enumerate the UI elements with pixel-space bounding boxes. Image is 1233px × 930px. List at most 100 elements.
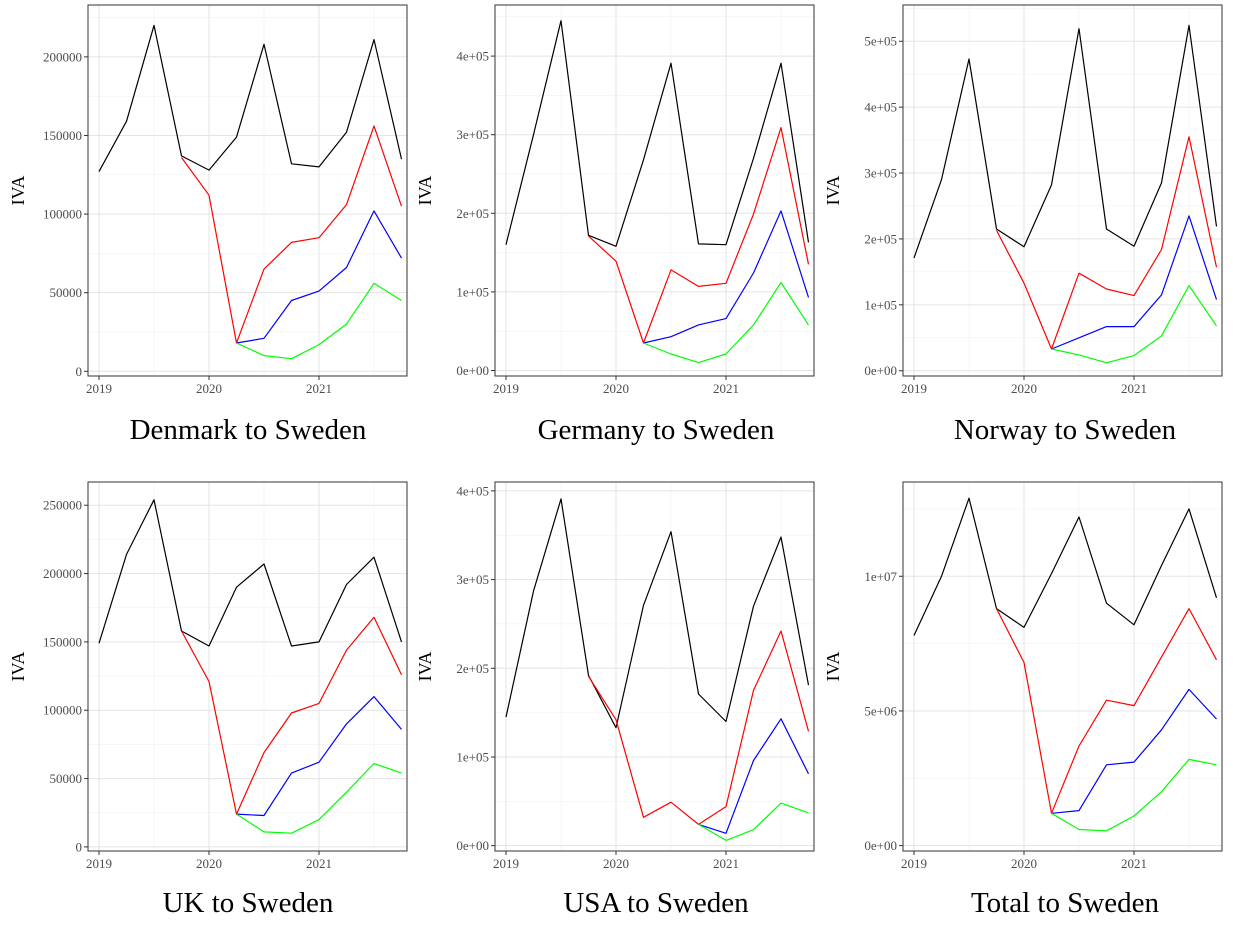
y-tick-label: 200000 xyxy=(43,49,82,64)
series-line-total-2 xyxy=(1051,688,1217,814)
series-line-uk-0 xyxy=(98,499,403,647)
series-line-norway-2 xyxy=(1051,215,1218,350)
panel-title-norway: Norway to Sweden xyxy=(953,414,1177,446)
panel-border-denmark xyxy=(87,4,408,377)
y-tick-label: 2e+05 xyxy=(456,206,489,221)
x-tick-label: 2020 xyxy=(196,856,222,871)
panel-border-usa xyxy=(494,481,815,852)
y-tick-label: 50000 xyxy=(50,771,83,786)
panel-usa: 0e+00 1e+05 2e+05 3e+05 4e+05 2019 2020 2021 IVA xyxy=(415,481,815,871)
y-tick-label: 4e+05 xyxy=(456,483,489,498)
panel-title-denmark: Denmark to Sweden xyxy=(129,414,367,446)
plot-area-total xyxy=(903,482,1222,851)
series-line-germany-0 xyxy=(505,20,810,247)
series-line-germany-1 xyxy=(588,126,810,344)
y-tick-label: 0e+00 xyxy=(864,838,897,853)
y-tick-label: 50000 xyxy=(50,285,83,300)
series-line-denmark-3 xyxy=(236,282,402,360)
panel-title-total: Total to Sweden xyxy=(970,887,1160,919)
plot-area-norway xyxy=(903,5,1222,376)
x-tick-label: 2019 xyxy=(901,856,927,871)
series-line-total-0 xyxy=(913,497,1218,636)
panel-title-uk: UK to Sweden xyxy=(162,887,334,919)
x-tick-label: 2019 xyxy=(86,381,112,396)
y-tick-label: 150000 xyxy=(43,634,82,649)
y-tick-label: 3e+05 xyxy=(456,572,489,587)
y-tick-label: 100000 xyxy=(43,207,82,222)
panel-germany: 0e+00 1e+05 2e+05 3e+05 4e+05 2019 2020 2021 IVA xyxy=(415,4,815,396)
series-line-usa-2 xyxy=(698,718,810,834)
series-line-germany-3 xyxy=(643,281,810,364)
panel-border-total xyxy=(902,481,1223,852)
y-axis-label-usa: IVA xyxy=(415,652,435,682)
y-tick-label: 1e+05 xyxy=(456,284,489,299)
x-tick-label: 2020 xyxy=(1011,381,1037,396)
series-line-uk-2 xyxy=(236,695,402,817)
panel-uk: 0 50000 100000 150000 200000 250000 2019 2020 20… xyxy=(8,481,408,871)
series-line-denmark-1 xyxy=(181,125,403,344)
series-line-denmark-0 xyxy=(98,24,403,172)
y-tick-label: 250000 xyxy=(43,498,82,513)
panel-title-germany: Germany to Sweden xyxy=(537,414,775,446)
panel-denmark: 0 50000 100000 150000 200000 2019 2020 2021 IVA xyxy=(8,4,408,396)
y-axis-label-germany: IVA xyxy=(415,176,435,206)
panel-norway: 0e+00 1e+05 2e+05 3e+05 4e+05 5e+05 2019 2020 20… xyxy=(823,4,1223,396)
x-tick-label: 2021 xyxy=(306,856,332,871)
y-tick-label: 2e+05 xyxy=(456,661,489,676)
plot-area-germany xyxy=(495,5,814,376)
x-tick-label: 2020 xyxy=(196,381,222,396)
plot-area-uk xyxy=(88,482,407,851)
x-tick-label: 2021 xyxy=(1121,856,1147,871)
panel-title-usa: USA to Sweden xyxy=(563,887,749,919)
x-tick-label: 2020 xyxy=(1011,856,1037,871)
x-tick-label: 2021 xyxy=(306,381,332,396)
y-axis-label-total: IVA xyxy=(823,652,843,682)
y-tick-label: 0 xyxy=(76,839,83,854)
x-tick-label: 2019 xyxy=(493,381,519,396)
series-line-total-1 xyxy=(995,607,1218,814)
y-tick-label: 100000 xyxy=(43,703,82,718)
series-line-norway-1 xyxy=(995,136,1218,350)
series-line-usa-3 xyxy=(698,802,809,842)
x-tick-label: 2021 xyxy=(1121,381,1147,396)
x-tick-label: 2021 xyxy=(713,381,739,396)
y-tick-label: 0e+00 xyxy=(456,363,489,378)
y-tick-label: 0e+00 xyxy=(456,838,489,853)
y-tick-label: 3e+05 xyxy=(456,127,489,142)
y-tick-label: 1e+05 xyxy=(456,749,489,764)
series-line-norway-0 xyxy=(913,24,1218,259)
y-tick-label: 4e+05 xyxy=(456,49,489,64)
y-axis-label-denmark: IVA xyxy=(8,176,28,206)
series-line-uk-3 xyxy=(236,762,402,834)
y-tick-label: 0 xyxy=(76,364,83,379)
panel-total: 0e+00 5e+06 1e+07 2019 2020 2021 IVA xyxy=(823,481,1223,871)
x-tick-label: 2019 xyxy=(901,381,927,396)
series-line-usa-0 xyxy=(505,498,810,729)
series-line-total-3 xyxy=(1051,758,1217,832)
x-tick-label: 2019 xyxy=(86,856,112,871)
series-line-norway-3 xyxy=(1051,285,1217,364)
y-tick-label: 0e+00 xyxy=(864,363,897,378)
x-tick-label: 2020 xyxy=(603,381,629,396)
y-tick-label: 200000 xyxy=(43,566,82,581)
y-tick-label: 5e+05 xyxy=(864,34,897,49)
x-tick-label: 2019 xyxy=(493,856,519,871)
y-tick-label: 3e+05 xyxy=(864,166,897,181)
y-tick-label: 150000 xyxy=(43,128,82,143)
panel-border-norway xyxy=(902,4,1223,377)
x-tick-label: 2020 xyxy=(603,856,629,871)
series-line-denmark-2 xyxy=(236,210,403,344)
y-tick-label: 4e+05 xyxy=(864,100,897,115)
series-line-germany-2 xyxy=(643,210,810,344)
y-axis-label-uk: IVA xyxy=(8,652,28,682)
y-axis-label-norway: IVA xyxy=(823,176,843,206)
y-tick-label: 1e+07 xyxy=(864,569,897,584)
x-tick-label: 2021 xyxy=(713,856,739,871)
y-tick-label: 5e+06 xyxy=(864,703,897,718)
plot-area-usa xyxy=(495,482,814,851)
series-line-uk-1 xyxy=(180,616,403,815)
plot-area-denmark xyxy=(88,5,407,376)
y-tick-label: 2e+05 xyxy=(864,231,897,246)
